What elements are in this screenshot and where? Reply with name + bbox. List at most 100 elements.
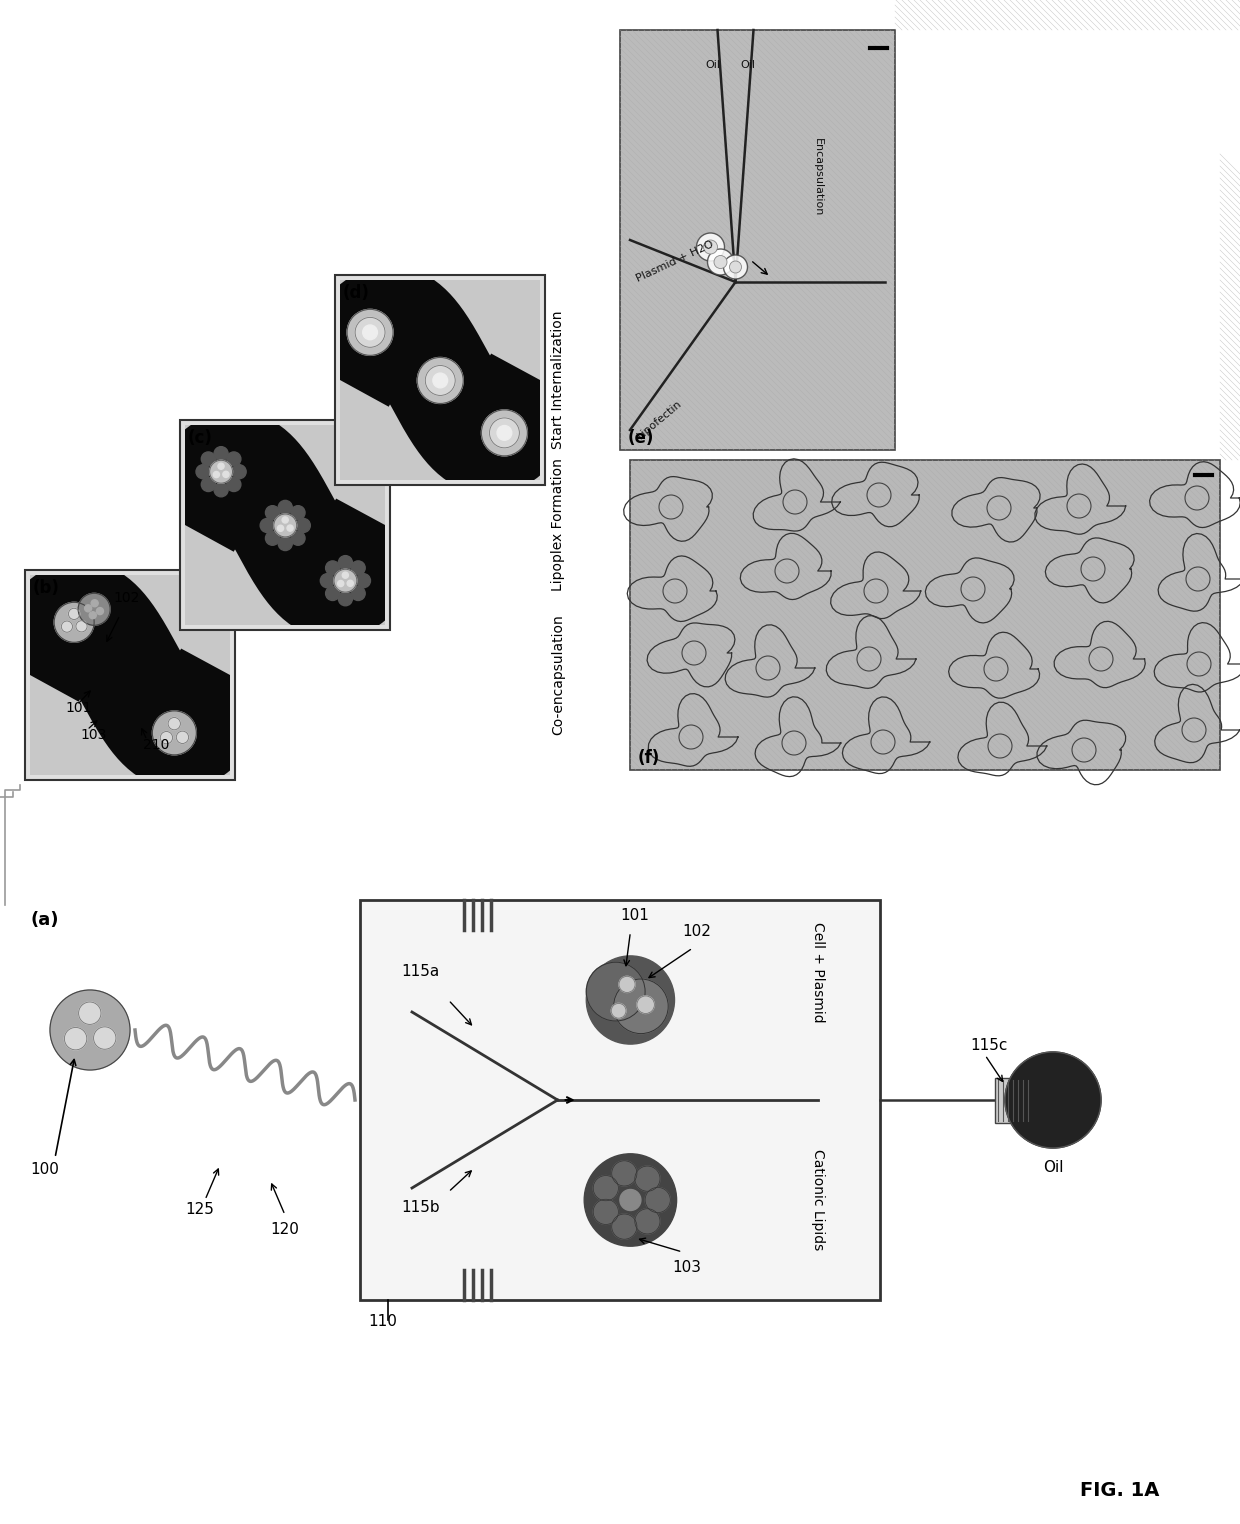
Circle shape [326, 587, 340, 600]
Circle shape [417, 358, 464, 404]
Circle shape [697, 233, 724, 261]
Circle shape [265, 532, 279, 546]
Text: 101: 101 [64, 701, 92, 715]
Text: 115b: 115b [402, 1201, 440, 1216]
Text: Lipofectin: Lipofectin [635, 399, 683, 442]
Circle shape [619, 977, 635, 992]
Circle shape [283, 517, 288, 523]
Circle shape [356, 573, 371, 588]
Circle shape [64, 1027, 87, 1050]
Circle shape [160, 732, 172, 744]
Text: 210: 210 [143, 738, 170, 751]
Text: Plasmid + H2O: Plasmid + H2O [635, 239, 715, 283]
Text: Encapsulation: Encapsulation [813, 137, 823, 216]
Bar [620, 30, 895, 450]
Circle shape [97, 608, 103, 614]
Circle shape [215, 447, 228, 460]
Text: 103: 103 [81, 728, 107, 742]
Text: Start Internalization: Start Internalization [551, 311, 565, 450]
Circle shape [339, 591, 352, 605]
Text: Oil: Oil [1043, 1160, 1063, 1175]
Circle shape [637, 997, 655, 1013]
Circle shape [320, 573, 335, 588]
Circle shape [339, 556, 352, 570]
Bar [994, 1077, 1035, 1123]
Circle shape [326, 561, 340, 575]
Text: 103: 103 [672, 1260, 701, 1276]
Circle shape [714, 256, 727, 268]
Circle shape [68, 608, 79, 619]
Circle shape [351, 561, 366, 575]
Circle shape [347, 309, 393, 355]
Bar [360, 901, 880, 1300]
Bar [335, 274, 546, 485]
Circle shape [614, 978, 668, 1033]
Circle shape [278, 500, 293, 515]
Circle shape [703, 239, 718, 255]
Circle shape [593, 1175, 619, 1201]
Circle shape [490, 418, 520, 448]
Text: FIG. 1A: FIG. 1A [1080, 1480, 1159, 1500]
Circle shape [611, 1215, 637, 1239]
Circle shape [611, 1161, 637, 1186]
Circle shape [635, 1209, 660, 1234]
Text: 115c: 115c [970, 1038, 1007, 1053]
Text: 120: 120 [270, 1222, 299, 1237]
Text: 101: 101 [620, 908, 649, 924]
Circle shape [78, 593, 110, 625]
Circle shape [291, 506, 305, 520]
Bar [340, 280, 539, 480]
Circle shape [176, 732, 188, 744]
Circle shape [425, 366, 455, 395]
Circle shape [153, 710, 196, 754]
Bar [630, 460, 1220, 770]
Circle shape [342, 572, 348, 578]
Circle shape [286, 526, 293, 532]
Text: Cationic Lipids: Cationic Lipids [811, 1149, 825, 1251]
Circle shape [232, 465, 247, 479]
Circle shape [201, 477, 216, 492]
Circle shape [84, 605, 92, 611]
Circle shape [363, 325, 377, 340]
Circle shape [334, 570, 357, 593]
Circle shape [278, 526, 284, 532]
Circle shape [274, 514, 296, 536]
Circle shape [78, 1001, 100, 1024]
Circle shape [210, 460, 233, 483]
Circle shape [584, 1154, 677, 1247]
Text: 115a: 115a [402, 965, 440, 980]
Circle shape [355, 317, 386, 347]
Circle shape [89, 611, 97, 619]
Text: Co-encapsulation: Co-encapsulation [551, 614, 565, 736]
Circle shape [55, 602, 94, 642]
Circle shape [61, 620, 73, 632]
Circle shape [347, 581, 353, 587]
Text: (f): (f) [639, 748, 660, 767]
Circle shape [278, 536, 293, 550]
Text: Cell + Plasmid: Cell + Plasmid [811, 922, 825, 1023]
Circle shape [291, 532, 305, 546]
Circle shape [227, 453, 241, 466]
Circle shape [169, 718, 180, 730]
Circle shape [481, 410, 527, 456]
Circle shape [620, 1190, 641, 1210]
Text: (e): (e) [627, 428, 655, 447]
Text: Oil: Oil [706, 59, 720, 70]
Circle shape [1004, 1052, 1101, 1148]
Circle shape [227, 477, 241, 492]
Text: 100: 100 [30, 1163, 58, 1178]
Circle shape [213, 471, 219, 477]
Circle shape [50, 991, 130, 1070]
Circle shape [723, 255, 748, 279]
Circle shape [260, 518, 274, 532]
Text: (d): (d) [343, 283, 370, 302]
Circle shape [218, 463, 224, 469]
Circle shape [587, 956, 675, 1044]
Text: Oil: Oil [740, 59, 755, 70]
Circle shape [729, 261, 742, 273]
Bar [30, 575, 229, 776]
Text: 110: 110 [368, 1315, 397, 1329]
Circle shape [433, 373, 448, 387]
Text: (b): (b) [33, 579, 60, 597]
Circle shape [215, 483, 228, 497]
